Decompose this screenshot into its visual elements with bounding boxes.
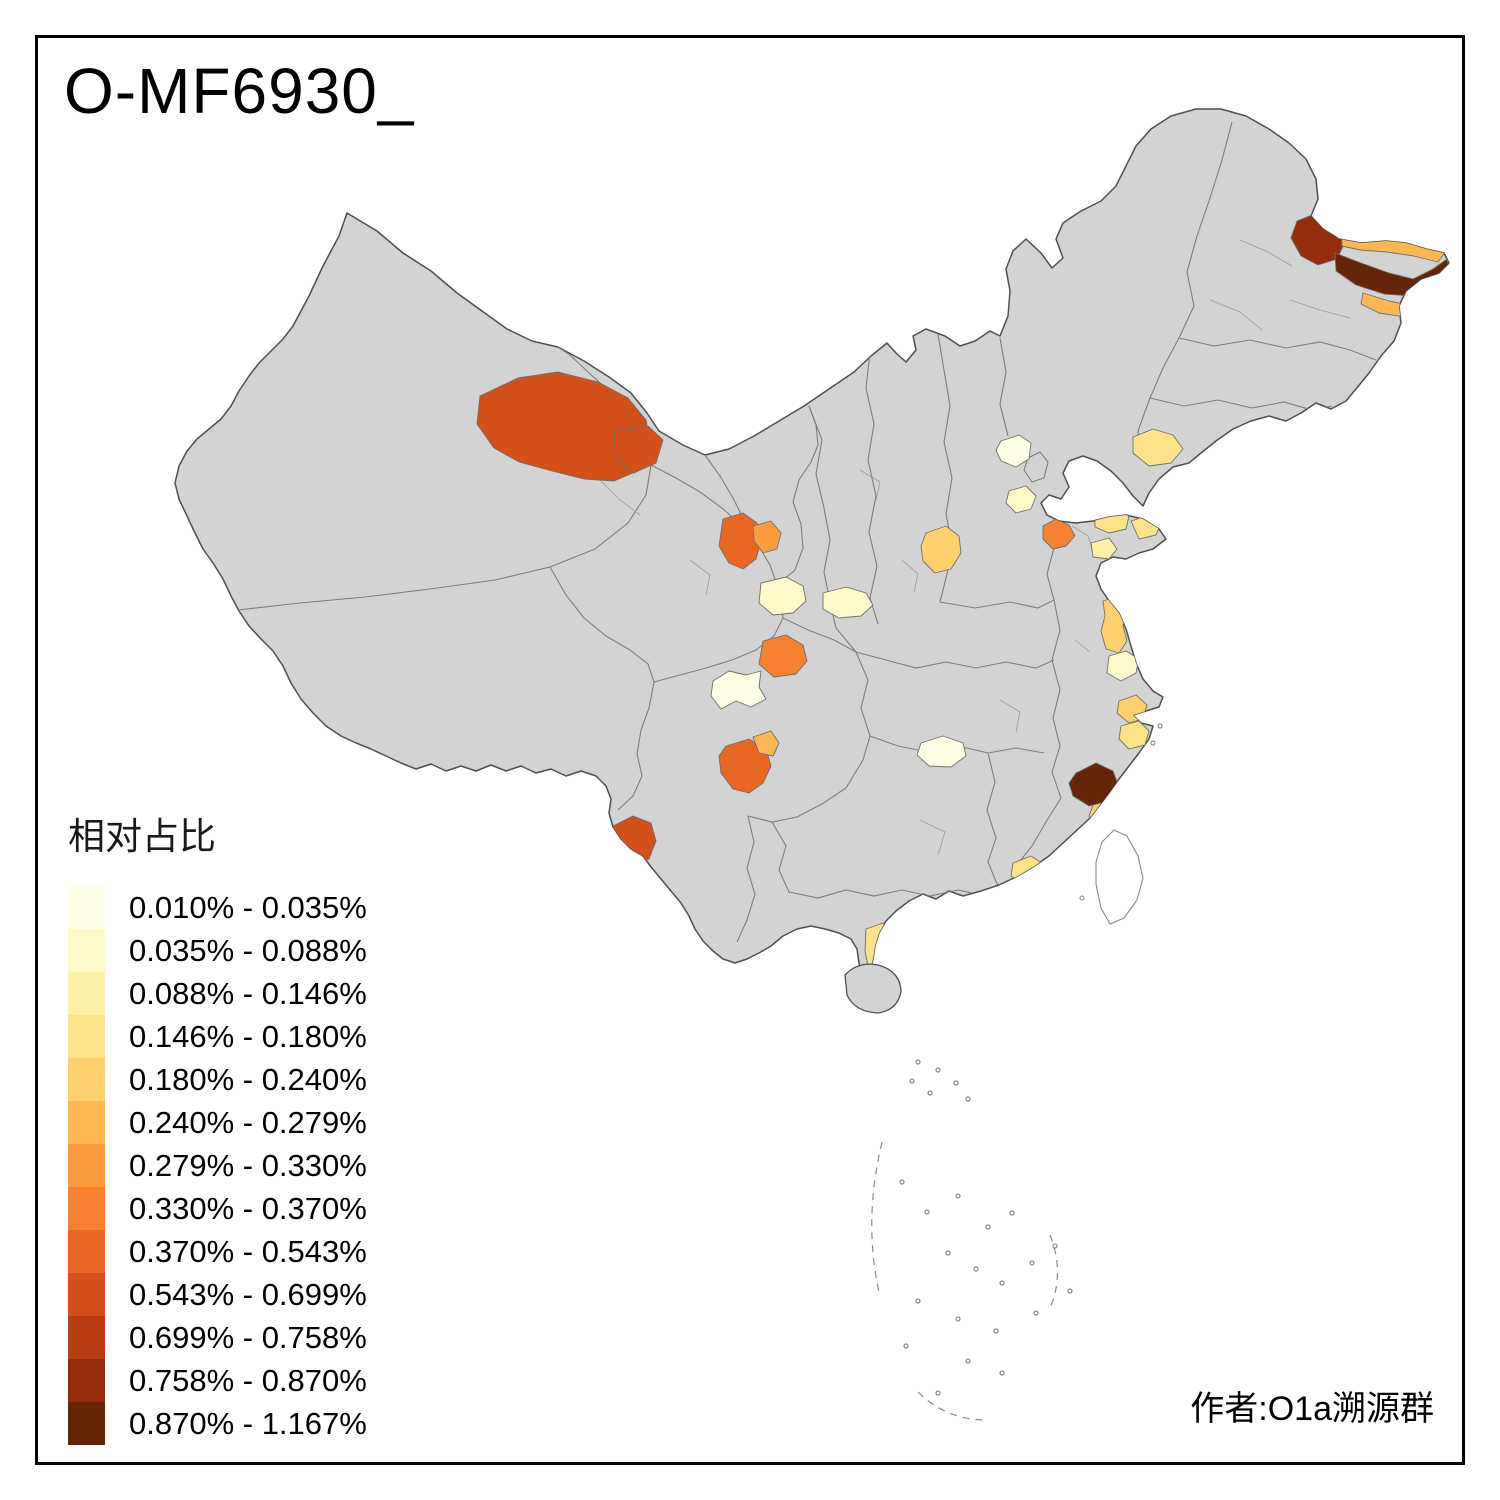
legend-color-swatch — [68, 1402, 105, 1445]
legend-color-swatch — [68, 1144, 105, 1187]
legend-item: 0.035% - 0.088% — [68, 929, 367, 972]
legend-color-swatch — [68, 1273, 105, 1316]
map-region — [710, 670, 767, 710]
map-region — [1090, 537, 1118, 560]
penghu-islet — [1079, 895, 1085, 901]
map-region — [1106, 650, 1140, 682]
legend-color-swatch — [68, 972, 105, 1015]
map-region — [758, 634, 808, 678]
legend-range-label: 0.088% - 0.146% — [129, 975, 367, 1011]
legend-color-swatch — [68, 929, 105, 972]
map-region — [995, 434, 1032, 468]
legend-item: 0.870% - 1.167% — [68, 1402, 367, 1445]
map-region — [718, 512, 762, 570]
legend-color-swatch — [68, 1316, 105, 1359]
legend-color-swatch — [68, 1101, 105, 1144]
legend-range-label: 0.010% - 0.035% — [129, 889, 367, 925]
legend-title: 相对占比 — [68, 816, 216, 857]
legend-color-swatch — [68, 1230, 105, 1273]
legend-range-label: 0.370% - 0.543% — [129, 1233, 367, 1269]
legend-range-label: 0.330% - 0.370% — [129, 1190, 367, 1226]
legend-color-swatch — [68, 886, 105, 929]
author-credit: 作者:O1a溯源群 — [1190, 1390, 1434, 1428]
south-china-sea-islands — [871, 723, 1163, 1421]
legend-range-label: 0.035% - 0.088% — [129, 932, 367, 968]
taiwan-island — [1095, 829, 1144, 925]
map-region — [920, 525, 962, 574]
chart-title: O-MF6930_ — [64, 55, 415, 127]
legend-range-label: 0.758% - 0.870% — [129, 1362, 367, 1398]
legend-item: 0.010% - 0.035% — [68, 886, 367, 929]
legend-range-label: 0.543% - 0.699% — [129, 1276, 367, 1312]
map-region — [752, 520, 782, 554]
hainan-island — [844, 963, 902, 1014]
map-region — [822, 586, 874, 619]
legend-color-swatch — [68, 1187, 105, 1230]
legend-item: 0.146% - 0.180% — [68, 1015, 367, 1058]
legend-item: 0.543% - 0.699% — [68, 1273, 367, 1316]
legend-range-label: 0.699% - 0.758% — [129, 1319, 367, 1355]
map-region — [1005, 485, 1037, 514]
legend: 相对占比 0.010% - 0.035% 0.035% - 0.088% 0.088… — [68, 806, 367, 1445]
legend-item: 0.758% - 0.870% — [68, 1359, 367, 1402]
legend-item: 0.370% - 0.543% — [68, 1230, 367, 1273]
legend-item: 0.240% - 0.279% — [68, 1101, 367, 1144]
islet-dots — [899, 723, 1163, 1396]
legend-range-label: 0.870% - 1.167% — [129, 1405, 367, 1441]
legend-item: 0.279% - 0.330% — [68, 1144, 367, 1187]
legend-item: 0.088% - 0.146% — [68, 972, 367, 1015]
legend-color-swatch — [68, 1359, 105, 1402]
legend-item: 0.180% - 0.240% — [68, 1058, 367, 1101]
legend-item: 0.699% - 0.758% — [68, 1316, 367, 1359]
legend-range-label: 0.146% - 0.180% — [129, 1018, 367, 1054]
map-region — [916, 735, 967, 768]
legend-range-label: 0.279% - 0.330% — [129, 1147, 367, 1183]
legend-items: 0.010% - 0.035% 0.035% - 0.088% 0.088% - 0… — [68, 886, 367, 1445]
legend-color-swatch — [68, 1058, 105, 1101]
legend-item: 0.330% - 0.370% — [68, 1187, 367, 1230]
map-region — [613, 425, 664, 474]
map-region — [758, 576, 807, 616]
legend-range-label: 0.240% - 0.279% — [129, 1104, 367, 1140]
plot-border — [35, 35, 1465, 1465]
legend-color-swatch — [68, 1015, 105, 1058]
legend-range-label: 0.180% - 0.240% — [129, 1061, 367, 1097]
map-region — [1132, 428, 1184, 467]
province-boundaries — [237, 121, 1377, 943]
map-region — [752, 730, 780, 757]
